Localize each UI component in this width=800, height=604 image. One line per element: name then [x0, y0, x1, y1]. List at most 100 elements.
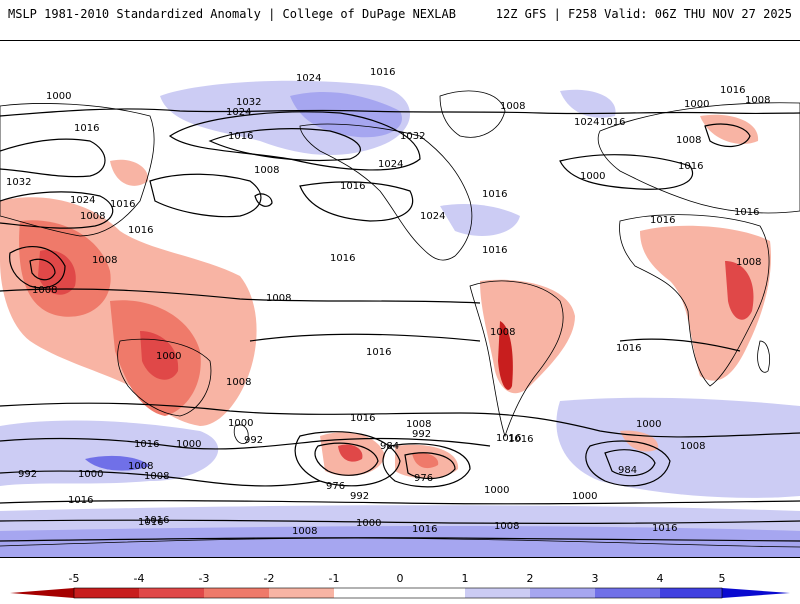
colorbar-swatch: [269, 588, 334, 598]
contour-label: 984: [380, 441, 399, 452]
isobar-line: [0, 402, 800, 438]
isobar-line: [0, 500, 800, 505]
colorbar-swatch: [595, 588, 660, 598]
contour-label: 1000: [684, 99, 709, 110]
colorbar-tick: -3: [199, 572, 210, 585]
isobar-line: [0, 108, 800, 117]
contour-label: 1008: [500, 101, 525, 112]
contour-label: 992: [350, 491, 369, 502]
contour-label: 1016: [128, 225, 153, 236]
contour-label: 1008: [32, 285, 57, 296]
contour-label: 992: [244, 435, 263, 446]
madagascar-coast: [757, 340, 770, 373]
contour-label: 1016: [482, 245, 507, 256]
contour-label: 1008: [494, 521, 519, 532]
andes-anomaly-core: [498, 321, 513, 390]
colorbar-swatch: [10, 588, 74, 598]
south-america-coast: [469, 280, 564, 438]
contour-label: 1032: [236, 97, 261, 108]
isobar-line: [254, 193, 273, 207]
contour-label: 1000: [636, 419, 661, 430]
contour-label: 1016: [734, 207, 759, 218]
colorbar-swatch: [139, 588, 204, 598]
contour-label: 1016: [508, 434, 533, 445]
positive-anomaly-shading: [0, 80, 800, 557]
colorbar-swatch: [204, 588, 269, 598]
contour-label: 992: [412, 429, 431, 440]
isobar-line: [0, 537, 800, 542]
anomaly-map: 1016 1024 1000 1008 1032 1016 1008 1000 …: [0, 67, 800, 557]
contour-label: 1016: [366, 347, 391, 358]
contour-label: 1016: [74, 123, 99, 134]
colorbar-tick: 5: [719, 572, 726, 585]
coastlines: [0, 90, 800, 548]
contour-label: 1008: [92, 255, 117, 266]
asia-west-coast: [0, 103, 155, 237]
contour-label: 1016: [650, 215, 675, 226]
contour-label: 976: [414, 473, 433, 484]
colorbar-tick: 3: [592, 572, 599, 585]
contour-label: 1016: [330, 253, 355, 264]
contour-label: 1016: [340, 181, 365, 192]
contour-label: 1000: [78, 469, 103, 480]
contour-label: 1016: [616, 343, 641, 354]
colorbar-svg: -5 -4 -3 -2 -1 0 1 2 3 4 5: [10, 572, 790, 599]
arctic-high-anomaly-core: [290, 91, 402, 138]
contour-labels: 1016 1024 1000 1008 1032 1016 1008 1000 …: [6, 67, 770, 537]
north-atlantic-anomaly: [560, 89, 616, 118]
isobar-line: [29, 258, 56, 281]
contour-label: 1000: [176, 439, 201, 450]
colorbar-swatch: [530, 588, 595, 598]
isobar-line: [0, 288, 481, 304]
eurasia-coast: [597, 102, 800, 214]
colorbar: -5 -4 -3 -2 -1 0 1 2 3 4 5: [0, 570, 800, 600]
colorbar-swatch: [660, 588, 722, 598]
contour-label: 976: [326, 481, 345, 492]
colorbar-tick: 0: [397, 572, 404, 585]
contour-label: 1032: [400, 131, 425, 142]
header: MSLP 1981-2010 Standardized Anomaly | Co…: [0, 0, 800, 30]
contour-label: 1016: [412, 524, 437, 535]
contour-label: 1016: [144, 515, 169, 526]
new-zealand-coast: [233, 424, 249, 444]
contour-label: 1024: [296, 73, 321, 84]
contour-label: 1016: [134, 439, 159, 450]
contour-label: 1016: [496, 433, 521, 444]
east-africa-anomaly-core: [725, 261, 754, 320]
isobar-line: [0, 437, 491, 450]
isobar-line: [0, 191, 114, 229]
contour-label: 1008: [254, 165, 279, 176]
contour-label: 1024: [226, 107, 251, 118]
greenland-coast: [439, 90, 506, 138]
contour-label: 1008: [736, 257, 761, 268]
colorbar-tick: 2: [527, 572, 534, 585]
contour-label: 1016: [370, 67, 395, 78]
antarctic-coast-anomaly-core: [0, 526, 800, 557]
africa-coast: [619, 214, 770, 387]
run-info: 12Z GFS | F258 Valid: 06Z THU NOV 27 202…: [495, 7, 792, 21]
isobar-line: [294, 431, 401, 487]
contour-label: 1000: [228, 418, 253, 429]
colorbar-swatch: [722, 588, 790, 598]
contour-label: 1008: [144, 471, 169, 482]
colorbar-tick: -4: [134, 572, 145, 585]
north-america-high-anomaly: [440, 204, 520, 236]
colorbar-swatch: [334, 588, 465, 598]
colorbar-swatches: [10, 587, 790, 599]
europe-anomaly: [700, 114, 759, 144]
contour-label: 1008: [128, 461, 153, 472]
isobar-line: [404, 452, 456, 480]
map-panel: 1016 1024 1000 1008 1032 1016 1008 1000 …: [0, 40, 800, 558]
contour-label: 1008: [406, 419, 431, 430]
north-america-coast: [299, 123, 473, 261]
antarctica-coast: [0, 537, 800, 548]
isobar-line: [0, 138, 106, 178]
isobar-line: [619, 338, 741, 352]
contour-label: 1024: [70, 195, 95, 206]
contour-label: 1000: [46, 91, 71, 102]
contour-label: 1016: [110, 199, 135, 210]
south-pacific-low-anomaly-2-core: [412, 452, 439, 469]
colorbar-swatch: [74, 588, 139, 598]
isobar-line: [0, 470, 321, 487]
colorbar-swatch: [465, 588, 530, 598]
